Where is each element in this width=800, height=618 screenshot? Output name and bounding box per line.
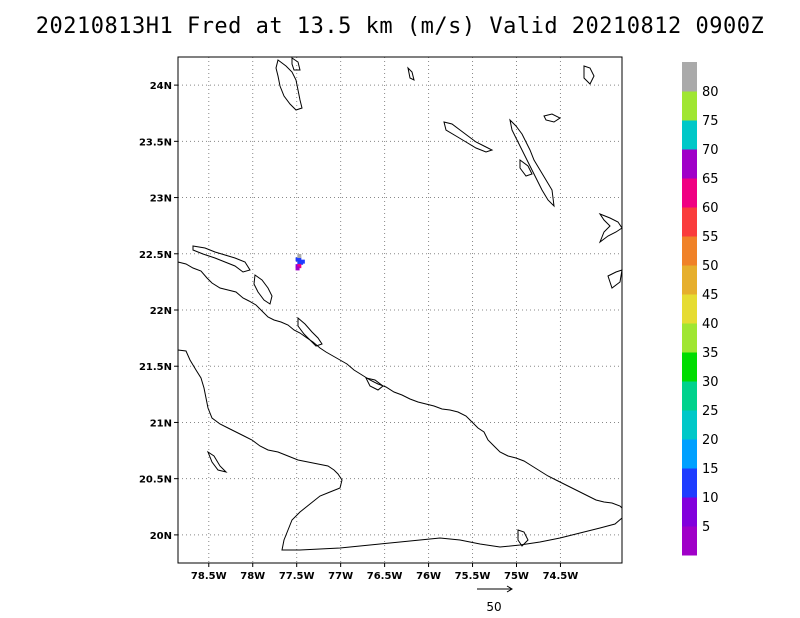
lat-tick-label: 20.5N: [139, 475, 172, 486]
colorbar-segment: [682, 207, 697, 237]
lon-tick-labels: 78.5W 78W 77.5W 77W 76.5W 76W 75.5W 75W 74.5W: [191, 563, 578, 582]
lon-tick-label: 76.5W: [367, 571, 403, 582]
colorbar-segment: [682, 439, 697, 469]
colorbar-segment: [682, 381, 697, 411]
colorbar-segment: [682, 149, 697, 179]
lat-tick-label: 20N: [150, 531, 172, 542]
gtmo-bay: [517, 529, 529, 547]
long-island: [509, 118, 555, 208]
lon-tick-label: 78.5W: [191, 571, 227, 582]
lat-tick-labels: 20N 20.5N 21N 21.5N 22N 22.5N 23N 23.5N 24N: [139, 81, 178, 542]
andros-island: [275, 59, 303, 111]
colorbar-label: 15: [702, 462, 719, 477]
colorbar-label: 60: [702, 201, 719, 216]
colorbar-label: 50: [702, 259, 719, 274]
map-frame: [177, 56, 623, 564]
wind-pixel: [295, 266, 300, 271]
wind-field: [295, 254, 305, 271]
lon-tick-label: 76W: [416, 571, 441, 582]
colorbar-label: 25: [702, 404, 719, 419]
colorbar-segment: [682, 526, 697, 556]
cuba-cays-4: [365, 377, 384, 391]
wind-pixel: [297, 264, 302, 269]
colorbar-segment: [682, 120, 697, 150]
lat-tick-label: 23N: [150, 194, 172, 205]
cuba-south-coast: [177, 349, 623, 551]
colorbar-label: 5: [702, 520, 710, 535]
ragged-island: [519, 159, 533, 177]
colorbar-segment: [682, 468, 697, 498]
colorbar-label: 80: [702, 85, 719, 100]
colorbar-segment: [682, 265, 697, 295]
wind-pixel: [297, 254, 302, 259]
reference-vector-label: 50: [486, 600, 501, 614]
map-title: 20210813H1 Fred at 13.5 km (m/s) Valid 2…: [35, 14, 765, 39]
lon-tick-label: 78W: [240, 571, 265, 582]
colorbar-segment: [682, 323, 697, 353]
colorbar-label: 55: [702, 230, 719, 245]
bahamas-islet-3: [407, 66, 415, 81]
lat-tick-label: 22.5N: [139, 250, 172, 261]
bahamas-islet-1: [291, 57, 301, 71]
colorbar-label: 10: [702, 491, 719, 506]
exuma-cays: [443, 121, 494, 153]
reference-vector-arrowhead: [506, 585, 513, 593]
colorbar-segment: [682, 91, 697, 121]
cuba-cays-2: [253, 274, 273, 305]
inagua: [598, 212, 623, 244]
lon-tick-label: 75W: [504, 571, 529, 582]
lon-tick-label: 77W: [328, 571, 353, 582]
wind-pixel: [300, 259, 305, 264]
lon-tick-label: 77.5W: [279, 571, 315, 582]
lat-tick-label: 23.5N: [139, 137, 172, 148]
colorbar-segment: [682, 410, 697, 440]
wind-pixel: [295, 257, 300, 262]
lon-tick-label: 74.5W: [543, 571, 579, 582]
colorbar-label: 20: [702, 433, 719, 448]
lat-tick-label: 22N: [150, 306, 172, 317]
isla-juventud: [206, 450, 228, 473]
colorbar-segment: [682, 178, 697, 208]
bahamas-islet-4: [583, 65, 595, 85]
colorbar-label: 30: [702, 375, 719, 390]
cuba-north-coast: [177, 261, 623, 509]
grid-lines: [178, 57, 622, 563]
colorbar-label: 45: [702, 288, 719, 303]
lat-tick-label: 24N: [150, 81, 172, 92]
bahamas-islet-2: [543, 113, 561, 123]
bahamas-islet-5: [607, 269, 623, 289]
colorbar-label: 40: [702, 317, 719, 332]
colorbar-label: 75: [702, 114, 719, 129]
colorbar-label: 35: [702, 346, 719, 361]
reference-vector: 50: [477, 585, 513, 614]
colorbar-label: 65: [702, 172, 719, 187]
colorbar-segment: [682, 236, 697, 266]
colorbar: 5 10 15 20 25 30 35 40 45 50 55 60 65 70 75 80: [682, 62, 719, 556]
lat-tick-label: 21N: [150, 418, 172, 429]
colorbar-segment: [682, 294, 697, 324]
coastlines: [177, 57, 623, 551]
colorbar-segment: [682, 62, 697, 92]
colorbar-segment: [682, 497, 697, 527]
cuba-cays-3: [297, 316, 323, 347]
lon-tick-label: 75.5W: [455, 571, 491, 582]
cuba-cays: [192, 245, 251, 273]
lat-tick-label: 21.5N: [139, 362, 172, 373]
colorbar-label: 70: [702, 143, 719, 158]
colorbar-segment: [682, 352, 697, 382]
